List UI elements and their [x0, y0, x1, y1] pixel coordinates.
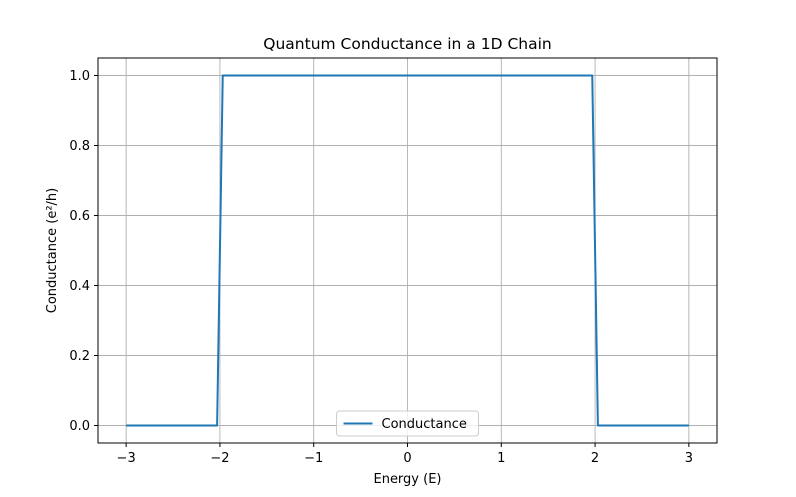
x-tick-label: 1 — [497, 451, 505, 466]
legend-box — [336, 410, 479, 437]
x-tick-label: −2 — [210, 451, 229, 466]
x-axis-label: Energy (E) — [373, 472, 441, 487]
ticks: −3 −2 −1 0 1 2 3 0.0 0.2 0.4 0.6 0.8 1.0 — [69, 69, 693, 466]
y-tick-label: 1.0 — [69, 69, 90, 84]
legend-label-conductance: Conductance — [382, 417, 467, 432]
series-layer — [126, 74, 689, 427]
y-tick-label: 0.4 — [69, 279, 90, 294]
y-tick-label: 0.8 — [69, 139, 90, 154]
series-line-conductance — [126, 74, 689, 427]
x-tick-label: −3 — [117, 451, 136, 466]
y-tick-label: 0.0 — [69, 419, 90, 434]
y-tick-label: 0.2 — [69, 349, 90, 364]
x-tick-label: 3 — [685, 451, 693, 466]
x-tick-label: −1 — [304, 451, 323, 466]
chart-title: Quantum Conductance in a 1D Chain — [263, 35, 551, 53]
x-tick-label: 0 — [403, 451, 411, 466]
x-tick-label: 2 — [591, 451, 599, 466]
legend: Conductance — [336, 410, 479, 437]
y-axis-label: Conductance (e²/h) — [45, 188, 60, 313]
y-tick-label: 0.6 — [69, 209, 90, 224]
